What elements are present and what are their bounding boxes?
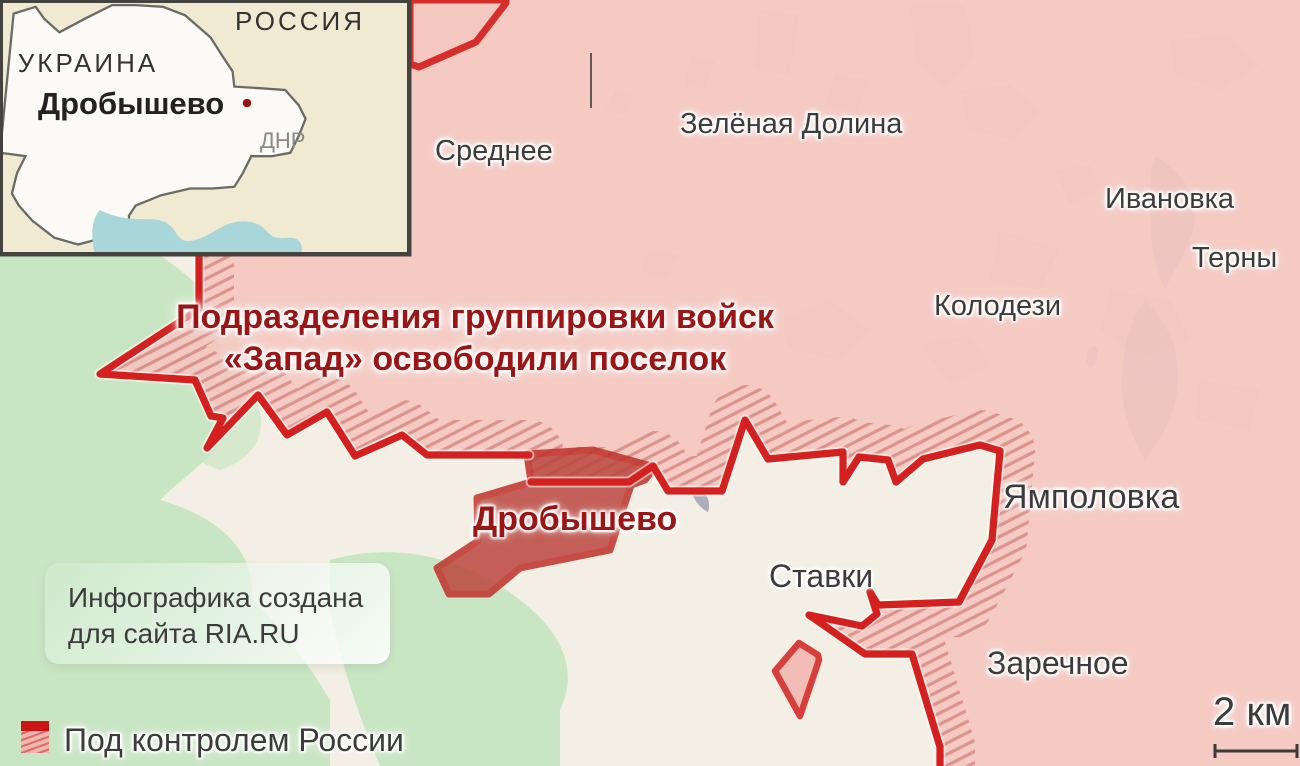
svg-text:УКРАИНА: УКРАИНА <box>18 48 158 78</box>
svg-text:Дробышево: Дробышево <box>38 86 224 121</box>
svg-text:ДНР: ДНР <box>260 128 305 153</box>
svg-text:РОССИЯ: РОССИЯ <box>235 6 365 36</box>
